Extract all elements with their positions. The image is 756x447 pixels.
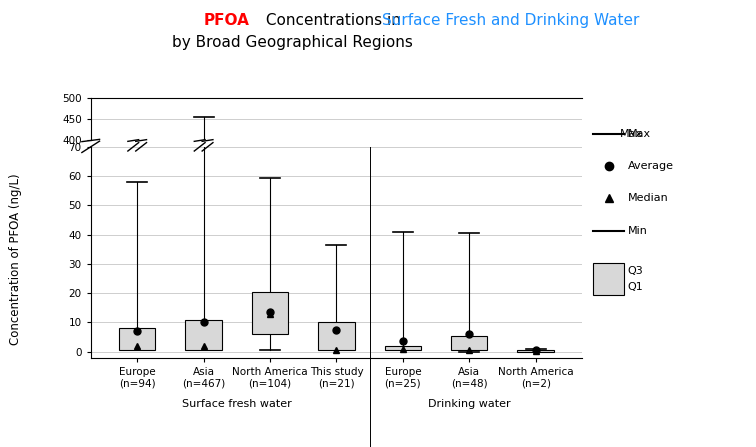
Text: Q3: Q3 <box>627 266 643 276</box>
Bar <box>385 346 421 350</box>
FancyBboxPatch shape <box>593 263 624 295</box>
Text: Q1: Q1 <box>627 282 643 292</box>
Bar <box>451 336 488 350</box>
Text: Concentration of PFOA (ng/L): Concentration of PFOA (ng/L) <box>8 173 22 345</box>
Text: Max: Max <box>627 129 651 139</box>
Bar <box>185 320 222 350</box>
Bar <box>517 350 554 352</box>
Bar <box>318 322 355 350</box>
Text: PFOA: PFOA <box>204 13 250 28</box>
Bar <box>252 292 288 334</box>
Text: Concentrations in: Concentrations in <box>261 13 405 28</box>
Text: by Broad Geographical Regions: by Broad Geographical Regions <box>172 35 413 50</box>
Text: Surface fresh water: Surface fresh water <box>182 399 292 409</box>
Text: Min: Min <box>627 226 647 236</box>
Text: Surface Fresh and Drinking Water: Surface Fresh and Drinking Water <box>382 13 639 28</box>
Text: Median: Median <box>627 194 668 203</box>
Text: Drinking water: Drinking water <box>428 399 510 409</box>
Text: Max: Max <box>620 129 643 139</box>
Text: —: — <box>597 127 611 141</box>
Bar <box>119 329 156 350</box>
Text: Average: Average <box>627 161 674 171</box>
